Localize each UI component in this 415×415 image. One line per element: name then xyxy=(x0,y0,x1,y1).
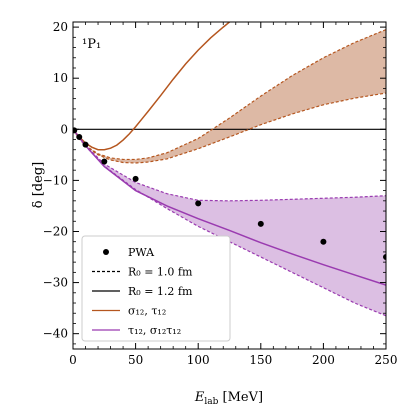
legend-label: R₀ = 1.0 fm xyxy=(128,266,193,279)
y-axis-label: δ [deg] xyxy=(31,162,46,208)
x-axis-label-unit: [MeV] xyxy=(218,390,263,405)
purple-uncertainty-band xyxy=(73,129,386,316)
legend-label: PWA xyxy=(128,246,155,259)
pwa-point xyxy=(320,238,327,245)
pwa-point xyxy=(257,220,264,227)
pwa-point xyxy=(101,158,108,165)
y-tick-label: −30 xyxy=(43,276,68,290)
legend-pwa-marker xyxy=(103,249,109,255)
legend: PWA R₀ = 1.0 fm R₀ = 1.2 fm σ₁₂, τ₁₂ τ₁₂, σ₁… xyxy=(81,235,231,342)
orange-solid-line xyxy=(73,22,231,151)
x-tick-label: 0 xyxy=(69,353,77,367)
pwa-point xyxy=(76,133,83,140)
x-axis-label-main: E xyxy=(194,390,205,405)
pwa-point xyxy=(383,254,386,261)
y-tick-label: −10 xyxy=(43,173,68,187)
pwa-point xyxy=(73,127,78,134)
y-tick-label: −20 xyxy=(43,224,68,238)
pwa-point xyxy=(195,200,202,207)
plot-frame xyxy=(72,21,387,350)
orange-uncertainty-band xyxy=(73,29,386,164)
pwa-point xyxy=(132,175,139,182)
x-tick-label: 100 xyxy=(187,353,210,367)
x-tick-label: 250 xyxy=(375,353,398,367)
orange-band-upper-dashed xyxy=(73,29,386,161)
panel-label: ¹P₁ xyxy=(82,37,101,52)
legend-label: σ₁₂, τ₁₂ xyxy=(128,305,166,318)
legend-box xyxy=(81,235,231,342)
x-axis-label-sub: lab xyxy=(204,397,218,407)
legend-label: R₀ = 1.2 fm xyxy=(128,285,193,298)
x-tick-label: 200 xyxy=(312,353,335,367)
y-tick-label: 0 xyxy=(60,122,68,136)
x-tick-label: 150 xyxy=(249,353,272,367)
pwa-point xyxy=(82,141,89,148)
x-tick-label: 50 xyxy=(128,353,143,367)
x-axis-label: Elab [MeV] xyxy=(194,390,263,407)
y-tick-label: 20 xyxy=(53,20,68,34)
purple-band-upper-dashed xyxy=(73,128,386,202)
y-tick-label: −40 xyxy=(43,327,68,341)
legend-label: τ₁₂, σ₁₂τ₁₂ xyxy=(128,324,181,337)
y-tick-label: 10 xyxy=(53,71,68,85)
orange-band-lower-dashed xyxy=(73,92,386,164)
